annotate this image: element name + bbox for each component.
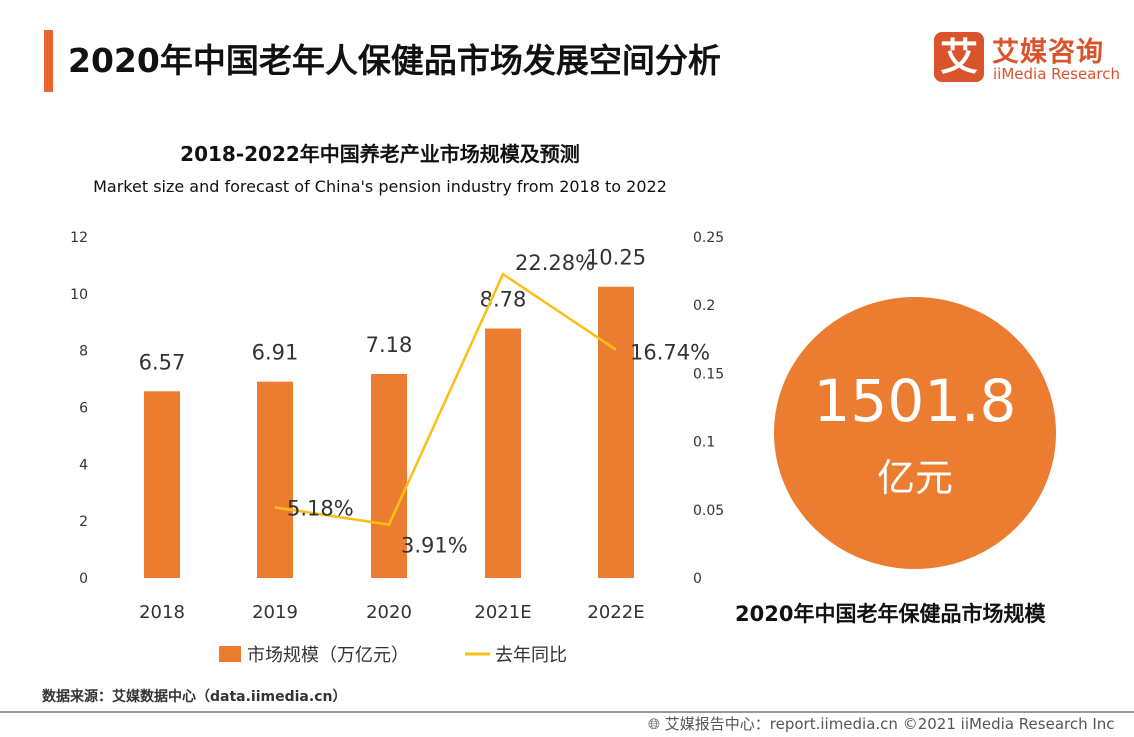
bar	[598, 286, 634, 578]
bar	[257, 381, 293, 578]
data-source: 数据来源：艾媒数据中心（data.iimedia.cn）	[42, 689, 347, 705]
line-series	[274, 272, 617, 527]
left-axis-tick: 0	[79, 571, 88, 587]
left-axis-tick: 6	[79, 401, 88, 417]
bar-label: 7.18	[366, 333, 413, 357]
line-label: 3.91%	[401, 534, 468, 558]
highlight-value: 1501.8	[813, 367, 1017, 435]
logo-mark: 艾	[934, 32, 984, 82]
chart-subtitle: Market size and forecast of China's pens…	[93, 177, 667, 196]
right-axis-tick: 0.05	[693, 503, 724, 519]
left-axis-tick: 12	[70, 230, 88, 246]
x-axis-tick: 2022E	[587, 602, 644, 623]
title-accent-bar	[44, 30, 53, 92]
right-axis-tick: 0.25	[693, 230, 724, 246]
left-axis-tick: 4	[79, 457, 88, 473]
bar-label: 6.91	[252, 341, 299, 365]
right-axis-tick: 0.1	[693, 435, 715, 451]
left-axis-tick: 8	[79, 344, 88, 360]
bar	[485, 328, 521, 578]
x-axis-tick: 2021E	[474, 602, 531, 623]
footer-divider	[0, 711, 1134, 713]
line-label: 16.74%	[630, 341, 710, 365]
legend-bar-swatch	[219, 646, 241, 662]
legend-bar-label: 市场规模（万亿元）	[247, 645, 409, 666]
highlight-circle: 1501.8 亿元	[774, 297, 1056, 569]
logo-cn: 艾媒咨询	[992, 37, 1104, 68]
bar	[144, 391, 180, 578]
right-axis-tick: 0.2	[693, 298, 715, 314]
x-axis-tick: 2020	[366, 602, 412, 623]
x-axis-tick: 2019	[252, 602, 298, 623]
left-axis-tick: 10	[70, 287, 88, 303]
page-title: 2020年中国老年人保健品市场发展空间分析	[68, 41, 721, 80]
line-label: 22.28%	[515, 251, 595, 275]
bar-label: 10.25	[586, 246, 646, 270]
line-label: 5.18%	[287, 496, 354, 520]
bar-label: 6.57	[139, 350, 186, 374]
bar	[371, 373, 407, 578]
footer: 🌐︎ 艾媒报告中心：report.iimedia.cn ©2021 iiMedi…	[648, 713, 1115, 734]
x-axis-tick: 2018	[139, 602, 185, 623]
highlight-unit: 亿元	[876, 456, 953, 500]
right-axis-tick: 0.15	[693, 366, 724, 382]
right-axis-tick: 0	[693, 571, 702, 587]
logo-en: iiMedia Research	[993, 65, 1120, 83]
chart-title: 2018-2022年中国养老产业市场规模及预测	[180, 142, 580, 166]
legend-line-label: 去年同比	[495, 645, 567, 666]
footer-text: 艾媒报告中心：report.iimedia.cn ©2021 iiMedia R…	[664, 715, 1115, 733]
left-axis-tick: 2	[79, 514, 88, 530]
highlight-caption: 2020年中国老年保健品市场规模	[735, 602, 1046, 626]
globe-cursor-icon: 🌐︎	[648, 715, 665, 733]
